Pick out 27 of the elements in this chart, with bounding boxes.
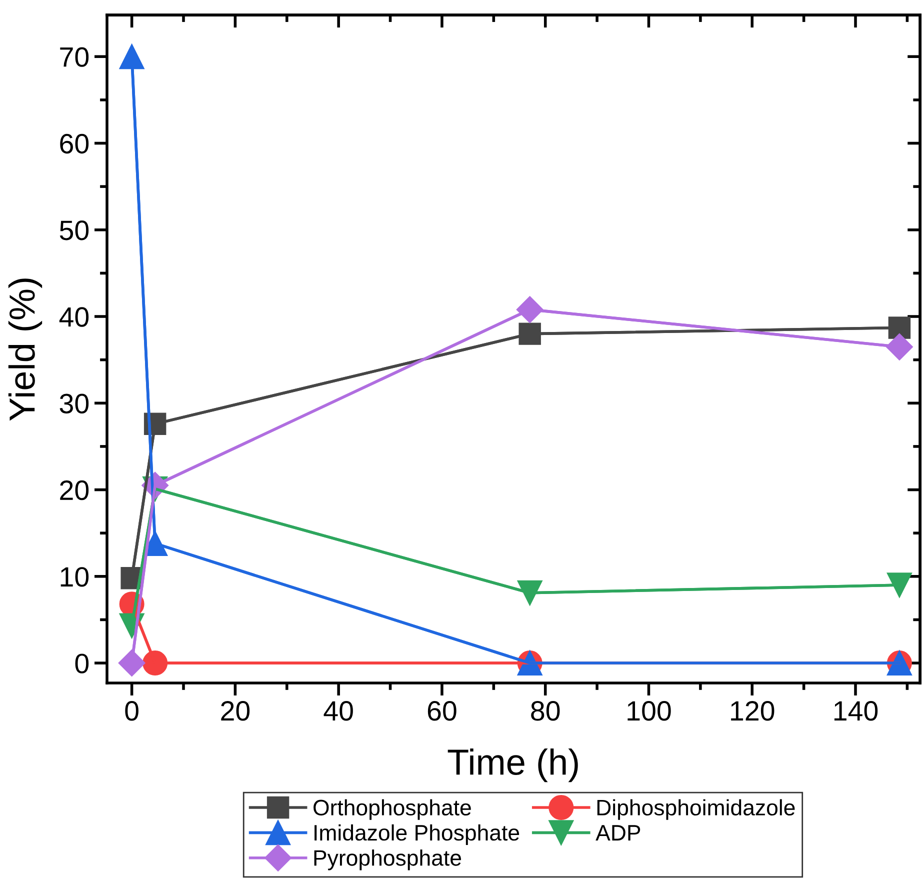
y-tick-label: 60 xyxy=(60,134,89,154)
y-tick-label: 0 xyxy=(75,654,89,674)
legend-label: Pyrophosphate xyxy=(314,850,461,870)
point xyxy=(118,650,146,676)
x-tick-label: 60 xyxy=(428,701,456,721)
point xyxy=(518,322,541,345)
x-tick-label: 100 xyxy=(628,701,671,721)
legend-label: Imidazole Phosphate xyxy=(314,824,520,846)
point xyxy=(886,333,913,360)
y-tick-label: 10 xyxy=(60,567,89,587)
y-axis-title: Yield (%) xyxy=(8,278,42,421)
y-tick-label: 30 xyxy=(60,394,89,414)
y-tick-label: 20 xyxy=(60,480,89,500)
x-axis-title: Time (h) xyxy=(448,748,578,782)
x-tick-label: 20 xyxy=(221,701,250,721)
point xyxy=(886,572,912,598)
y-tick-label: 40 xyxy=(59,307,89,327)
x-tick-label: 40 xyxy=(324,701,353,721)
x-tick-label: 120 xyxy=(731,701,774,721)
legend-label: Orthophosphate xyxy=(314,799,471,820)
y-tick-label: 70 xyxy=(60,47,89,67)
y-tick-label: 50 xyxy=(60,220,89,240)
x-tick-label: 80 xyxy=(531,701,560,721)
x-tick-label: 0 xyxy=(125,701,138,721)
legend-label: ADP xyxy=(596,825,640,840)
legend-label: Diphosphoimidazole xyxy=(597,799,795,820)
x-tick-label: 140 xyxy=(834,701,878,721)
